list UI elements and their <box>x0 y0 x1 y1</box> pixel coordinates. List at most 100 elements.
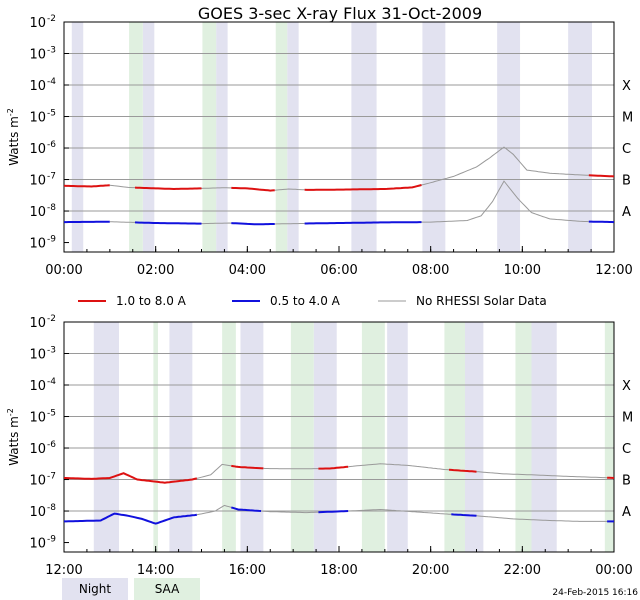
class-label-a: A <box>622 205 631 220</box>
class-label-a: A <box>622 505 631 520</box>
long-wavelength-series-no-data <box>348 463 450 471</box>
long-wavelength-series-no-data <box>476 471 608 479</box>
short-wavelength-series-no-data <box>476 515 608 522</box>
short-wavelength-series <box>318 510 349 514</box>
short-wavelength-series <box>64 512 198 525</box>
night-region <box>287 22 299 252</box>
y-tick-label: 10-7 <box>29 172 56 189</box>
night-region <box>313 322 337 552</box>
render-timestamp: 24-Feb-2015 16:16 <box>552 588 638 598</box>
class-label-b: B <box>622 174 631 189</box>
legend-label-long: 1.0 to 8.0 A <box>116 294 187 308</box>
y-tick-label: 10-8 <box>29 203 56 220</box>
region-legend: Night SAA <box>62 578 200 600</box>
night-legend-label: Night <box>79 582 112 596</box>
long-wavelength-series <box>63 184 110 188</box>
saa-region <box>153 322 158 552</box>
long-wavelength-series <box>231 186 275 192</box>
series-legend: 1.0 to 8.0 A 0.5 to 4.0 A No RHESSI Sola… <box>78 294 547 308</box>
short-wavelength-series <box>304 221 422 225</box>
y-axis-label: Watts m-2 <box>6 108 21 166</box>
y-tick-label: 10-8 <box>29 503 56 520</box>
y-tick-label: 10-4 <box>29 77 56 94</box>
long-wavelength-series <box>64 472 198 484</box>
y-tick-label: 10-5 <box>29 109 56 126</box>
x-tick-label: 12:00 <box>45 563 82 578</box>
long-wavelength-series-no-data <box>196 463 232 479</box>
x-tick-label: 04:00 <box>229 263 266 278</box>
saa-region <box>275 22 288 252</box>
y-tick-label: 10-4 <box>29 377 56 394</box>
night-region <box>71 22 84 252</box>
short-wavelength-series <box>451 513 477 517</box>
night-region <box>568 22 592 252</box>
short-wavelength-series <box>231 506 262 512</box>
saa-region <box>129 22 143 252</box>
short-wavelength-series <box>134 221 202 225</box>
y-axis-label: Watts m-2 <box>6 408 21 466</box>
y-tick-label: 10-9 <box>29 535 56 552</box>
night-region <box>351 22 377 252</box>
x-tick-label: 16:00 <box>229 563 266 578</box>
short-wavelength-series-no-data <box>196 504 232 516</box>
class-label-m: M <box>622 411 633 426</box>
short-wavelength-series <box>588 220 615 224</box>
saa-region <box>290 322 314 552</box>
x-tick-label: 20:00 <box>412 563 449 578</box>
y-tick-label: 10-6 <box>29 140 56 157</box>
saa-region <box>222 322 236 552</box>
long-wavelength-series <box>318 465 349 470</box>
chart-title: GOES 3-sec X-ray Flux 31-Oct-2009 <box>198 4 482 23</box>
y-tick-label: 10-5 <box>29 409 56 426</box>
top-panel: 10-2 10-3 10-4 10-5 10-6 10-7 10-8 10-9 Watts m-… <box>6 14 633 278</box>
y-tick-label: 10-3 <box>29 46 56 63</box>
saa-region <box>604 322 614 552</box>
y-tick-label: 10-9 <box>29 235 56 252</box>
long-wavelength-series <box>134 186 202 191</box>
x-tick-label: 12:00 <box>595 263 632 278</box>
night-legend-box <box>62 578 128 600</box>
class-label-x: X <box>622 379 631 394</box>
night-region <box>240 322 264 552</box>
class-label-c: C <box>622 142 631 157</box>
x-tick-label: 06:00 <box>320 263 357 278</box>
long-wavelength-series <box>448 468 477 473</box>
long-wavelength-series <box>231 464 264 470</box>
night-region <box>216 22 228 252</box>
legend-label-short: 0.5 to 4.0 A <box>270 294 341 308</box>
long-wavelength-series-no-data <box>109 184 135 189</box>
class-label-b: B <box>622 474 631 489</box>
bottom-panel: 10-2 10-3 10-4 10-5 10-6 10-7 10-8 10-9 Watts m-… <box>6 314 633 578</box>
long-wavelength-series <box>588 174 615 178</box>
long-wavelength-series-no-data <box>274 188 305 191</box>
class-label-m: M <box>622 111 633 126</box>
long-wavelength-series-no-data <box>201 187 232 189</box>
y-tick-label: 10-6 <box>29 440 56 457</box>
saa-region <box>515 322 532 552</box>
x-tick-label: 02:00 <box>137 263 174 278</box>
short-wavelength-series-no-data <box>274 223 305 225</box>
short-wavelength-series-no-data <box>109 221 135 223</box>
night-region <box>497 22 521 252</box>
short-wavelength-series-no-data <box>261 510 319 514</box>
x-tick-label: 14:00 <box>137 563 174 578</box>
x-tick-label: 00:00 <box>595 563 632 578</box>
short-wavelength-series <box>231 222 275 226</box>
short-wavelength-series-no-data <box>421 180 589 223</box>
night-region <box>169 322 193 552</box>
class-label-c: C <box>622 442 631 457</box>
legend-label-nodata: No RHESSI Solar Data <box>416 294 547 308</box>
short-wavelength-series-no-data <box>348 508 452 515</box>
y-tick-label: 10-7 <box>29 472 56 489</box>
x-tick-label: 22:00 <box>504 563 541 578</box>
x-tick-label: 10:00 <box>504 263 541 278</box>
x-tick-label: 00:00 <box>45 263 82 278</box>
y-tick-label: 10-3 <box>29 346 56 363</box>
saa-legend-box <box>134 578 200 600</box>
saa-region <box>361 322 385 552</box>
x-tick-label: 08:00 <box>412 263 449 278</box>
saa-region <box>444 322 466 552</box>
short-wavelength-series-no-data <box>201 222 232 225</box>
saa-region <box>202 22 217 252</box>
